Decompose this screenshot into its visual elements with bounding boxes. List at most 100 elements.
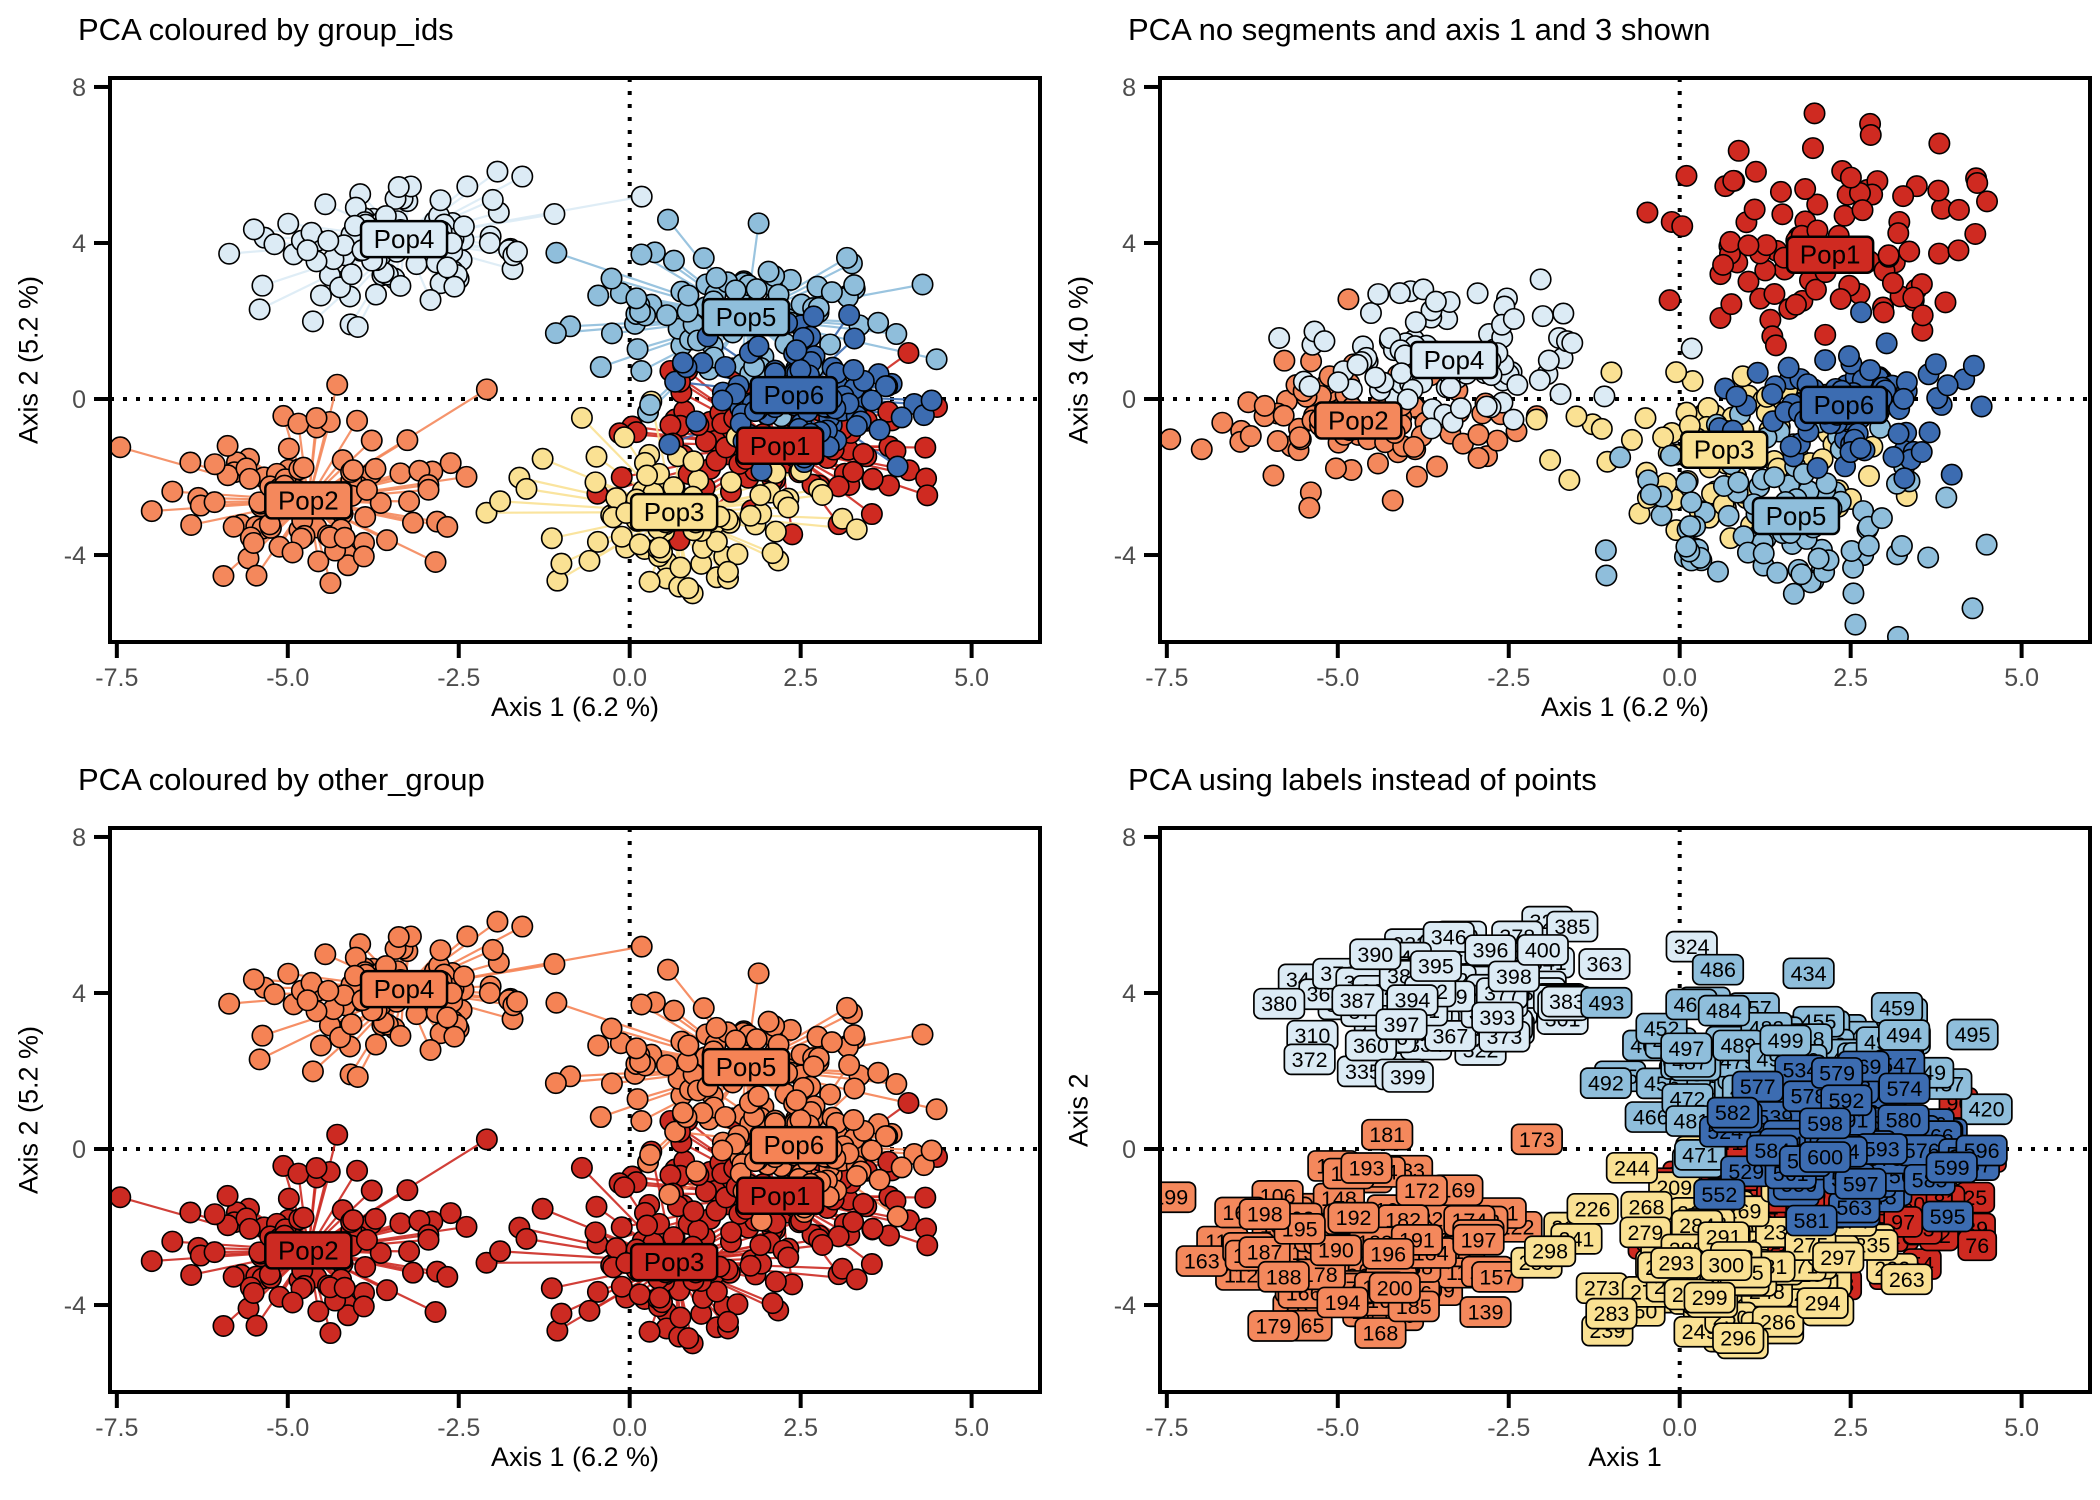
data-point [543, 202, 566, 225]
individual-label-box [1878, 1072, 1931, 1105]
data-point [1839, 166, 1862, 189]
data-point [203, 1241, 226, 1264]
individual-label-text: 139 [1468, 1301, 1504, 1325]
y-tick-label: 4 [1122, 230, 1136, 258]
data-point [360, 1179, 383, 1202]
data-point [1620, 428, 1643, 451]
x-tick-label: 2.5 [783, 1414, 818, 1442]
y-tick-label: 4 [72, 230, 86, 258]
pca-plot-canvas: -7.5 -5.0 -2.5 0.0 2.5 5.0 8 4 0 -4 Pop1 Pop2 Pop3 Po… [64, 74, 1042, 692]
individual-label-text: 380 [1261, 992, 1297, 1016]
data-point [319, 572, 342, 595]
data-point [1890, 535, 1913, 558]
individual-label-box [1798, 1107, 1852, 1140]
individual-label-box [1316, 1286, 1369, 1319]
data-point [911, 273, 934, 296]
individual-label-text: 187 [1247, 1241, 1283, 1265]
data-point [203, 1203, 226, 1226]
data-point [570, 406, 593, 429]
x-tick-label: 2.5 [1833, 664, 1868, 692]
data-point [475, 378, 498, 401]
individual-label-text: 279 [1628, 1221, 1664, 1245]
individual-label-text: 193 [1349, 1157, 1385, 1181]
data-point [838, 1054, 861, 1077]
data-point [389, 274, 412, 297]
data-point [486, 160, 509, 183]
individual-label-box [1459, 1296, 1512, 1328]
data-point [179, 1201, 202, 1224]
data-point [1882, 445, 1905, 468]
data-point [398, 490, 421, 513]
data-point [868, 418, 891, 441]
x-tick-label: 5.0 [2004, 1414, 2039, 1442]
data-point [705, 530, 728, 553]
data-point [443, 1025, 466, 1048]
individual-label-text: 196 [1370, 1242, 1406, 1266]
data-point [626, 1088, 649, 1111]
data-point [511, 915, 534, 938]
data-point [1761, 383, 1784, 406]
data-point [424, 551, 447, 574]
individual-label-box [1660, 1032, 1713, 1065]
x-tick-label: -2.5 [437, 1414, 480, 1442]
data-point [301, 1060, 324, 1083]
data-point [802, 305, 825, 328]
x-axis-label: Axis 1 (6.2 %) [1540, 692, 1710, 722]
data-point [1947, 198, 1970, 221]
individual-label-text: 163 [1184, 1250, 1220, 1274]
y-tick-label: 4 [1122, 980, 1136, 1008]
individual-label-box [1160, 1181, 1197, 1214]
data-point [436, 515, 459, 538]
data-point [584, 1221, 607, 1244]
data-point [287, 1162, 310, 1185]
data-point [1539, 448, 1562, 471]
data-point [648, 536, 671, 559]
individual-label-box [1487, 960, 1540, 993]
data-point [505, 990, 528, 1013]
data-point [628, 1283, 651, 1306]
pop-centroid-label-text: Pop6 [763, 1130, 824, 1160]
data-point [1947, 239, 1970, 262]
y-tick-label: -4 [1114, 542, 1136, 570]
data-point [705, 1280, 728, 1303]
data-point [860, 1139, 883, 1162]
pop-centroid-label-text: Pop1 [750, 1181, 811, 1211]
data-point [1405, 465, 1428, 488]
data-point [292, 1206, 315, 1229]
pop-centroid-label-box [1799, 385, 1889, 425]
individual-label-text: 244 [1614, 1156, 1650, 1180]
data-point [914, 436, 937, 459]
data-point [630, 360, 653, 383]
data-point [1935, 486, 1958, 509]
data-point [309, 284, 332, 307]
individual-label-text: 484 [1706, 999, 1742, 1023]
pca-plot-canvas: -7.5 -5.0 -2.5 0.0 2.5 5.0 8 4 0 -4 Pop1 Pop2 Pop3 Po… [1114, 74, 2092, 692]
data-point [659, 414, 682, 437]
data-point [842, 358, 865, 381]
data-point [387, 176, 410, 199]
individual-label-text: 397 [1384, 1013, 1420, 1037]
individual-label-box [1580, 986, 1633, 1019]
data-point [662, 999, 685, 1022]
data-point [478, 231, 501, 254]
data-point [885, 323, 908, 346]
data-point [925, 348, 948, 371]
data-point [1814, 323, 1837, 346]
pop-centroid-label-box [629, 492, 719, 532]
individual-label-text: 273 [1584, 1277, 1620, 1301]
data-point [281, 541, 304, 564]
pop-centroid-label-text: Pop3 [644, 497, 705, 527]
individual-label-text: 499 [1768, 1029, 1804, 1053]
data-point [1927, 179, 1950, 202]
data-point [1859, 359, 1882, 382]
data-point [486, 910, 509, 933]
individual-label-box [1354, 1317, 1407, 1349]
x-tick-label: 0.0 [612, 1414, 647, 1442]
x-axis-label: Axis 1 (6.2 %) [490, 1442, 660, 1472]
pop-centroid-label-box [629, 1242, 719, 1282]
data-point [716, 1310, 739, 1333]
data-point [586, 530, 609, 553]
individual-label-box [1409, 950, 1462, 982]
data-point [1390, 362, 1413, 385]
data-point [248, 298, 271, 321]
